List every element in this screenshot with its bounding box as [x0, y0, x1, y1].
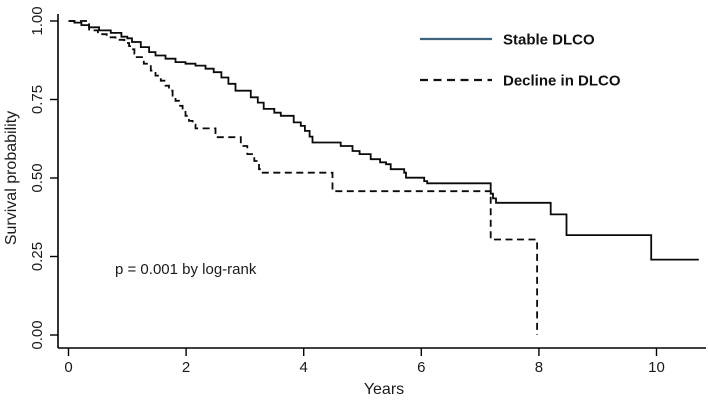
stable-dlco-curve [68, 20, 699, 261]
x-tick-label: 0 [64, 359, 72, 376]
x-tick-label: 4 [300, 359, 308, 376]
y-tick-label: 1.00 [29, 6, 46, 35]
x-tick-label: 10 [648, 359, 665, 376]
legend-label-decline-dlco: Decline in DLCO [503, 73, 621, 90]
axes: 0 2 4 6 8 10 1.00 0.75 0.50 0.25 0.00 [29, 6, 706, 376]
decline-in-dlco-curve [68, 20, 538, 335]
y-tick-label: 0.75 [29, 85, 46, 114]
legend: Stable DLCO Decline in DLCO [420, 32, 621, 90]
y-tick-label: 0.00 [29, 320, 46, 349]
p-value-annotation: p = 0.001 by log-rank [115, 261, 257, 278]
y-tick-label: 0.25 [29, 242, 46, 271]
x-axis-title: Years [364, 381, 404, 398]
y-tick-label: 0.50 [29, 163, 46, 192]
x-tick-label: 6 [417, 359, 425, 376]
legend-label-stable-dlco: Stable DLCO [503, 32, 595, 49]
y-axis-title: Survival probability [3, 111, 20, 245]
x-tick-label: 2 [182, 359, 190, 376]
x-tick-label: 8 [535, 359, 543, 376]
survival-curves [68, 20, 699, 335]
